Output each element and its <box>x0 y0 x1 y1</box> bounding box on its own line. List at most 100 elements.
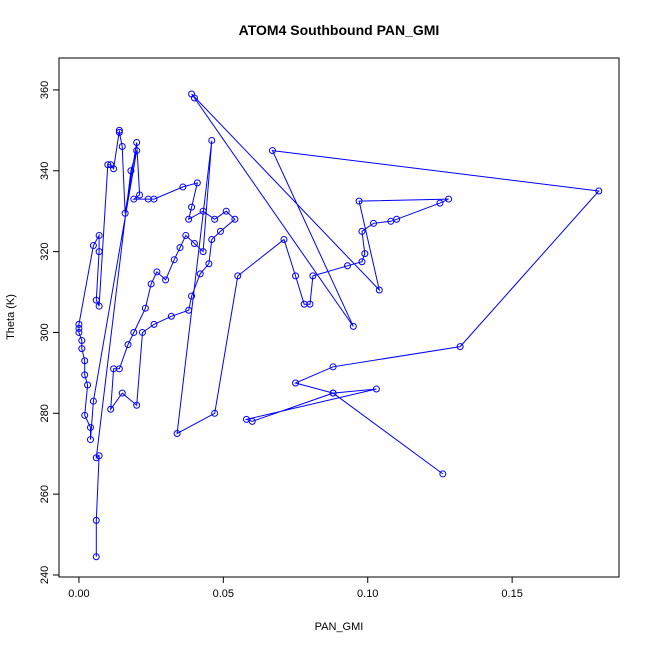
data-point <box>138 328 146 336</box>
data-point <box>153 268 161 276</box>
data-point <box>162 276 170 284</box>
data-point <box>199 248 207 256</box>
data-point <box>78 345 86 353</box>
data-point <box>329 363 337 371</box>
data-point <box>127 167 135 175</box>
x-tick-label: 0.05 <box>213 588 234 600</box>
data-point <box>361 250 369 258</box>
data-point <box>133 138 141 146</box>
data-point <box>309 272 317 280</box>
data-point <box>190 240 198 248</box>
data-point <box>344 262 352 270</box>
x-tick-label: 0.15 <box>501 588 522 600</box>
data-point <box>150 195 158 203</box>
data-point <box>456 343 464 351</box>
data-point <box>211 215 219 223</box>
data-point <box>150 320 158 328</box>
data-point <box>75 320 83 328</box>
y-tick-label: 300 <box>39 323 51 341</box>
data-point <box>190 94 198 102</box>
data-point <box>179 183 187 191</box>
data-point <box>92 516 100 524</box>
data-point <box>196 270 204 278</box>
x-tick-label: 0.00 <box>68 588 89 600</box>
y-tick-label: 320 <box>39 242 51 260</box>
data-point <box>292 272 300 280</box>
data-point <box>199 207 207 215</box>
y-tick-label: 340 <box>39 162 51 180</box>
data-point <box>124 341 132 349</box>
data-point <box>222 207 230 215</box>
data-point <box>130 195 138 203</box>
data-point <box>329 389 337 397</box>
data-point <box>280 235 288 243</box>
data-point <box>393 215 401 223</box>
data-point <box>81 357 89 365</box>
data-point <box>133 401 141 409</box>
data-point <box>104 161 112 169</box>
data-point <box>372 385 380 393</box>
x-axis-label: PAN_GMI <box>315 621 364 633</box>
data-point <box>147 280 155 288</box>
data-point <box>92 454 100 462</box>
data-point <box>95 231 103 239</box>
data-point <box>92 553 100 561</box>
data-point <box>121 209 129 217</box>
plot-frame <box>58 57 620 578</box>
data-point <box>216 227 224 235</box>
data-point <box>95 302 103 310</box>
data-point <box>107 405 115 413</box>
data-point <box>141 304 149 312</box>
data-point <box>81 411 89 419</box>
x-tick-label: 0.10 <box>357 588 378 600</box>
data-point <box>268 147 276 155</box>
data-point <box>81 371 89 379</box>
data-point <box>358 227 366 235</box>
data-point <box>86 423 94 431</box>
y-axis-label: Theta (K) <box>5 294 17 340</box>
data-point <box>92 296 100 304</box>
data-point <box>208 136 216 144</box>
data-point <box>95 248 103 256</box>
data-point <box>118 389 126 397</box>
data-point <box>170 256 178 264</box>
data-point <box>349 322 357 330</box>
data-point <box>234 272 242 280</box>
data-point <box>115 126 123 134</box>
data-point <box>188 292 196 300</box>
data-point <box>205 260 213 268</box>
data-point <box>185 215 193 223</box>
y-tick-label: 240 <box>39 566 51 584</box>
data-point <box>89 397 97 405</box>
data-point <box>355 197 363 205</box>
chart-title: ATOM4 Southbound PAN_GMI <box>239 22 440 38</box>
data-point <box>84 381 92 389</box>
data-point <box>185 306 193 314</box>
data-point <box>75 324 83 332</box>
data-point <box>118 143 126 151</box>
data-point <box>173 430 181 438</box>
data-point <box>78 337 86 345</box>
y-tick-label: 360 <box>39 81 51 99</box>
data-point <box>182 231 190 239</box>
data-point <box>115 365 123 373</box>
data-point <box>248 417 256 425</box>
data-point <box>133 147 141 155</box>
data-point <box>358 258 366 266</box>
data-point <box>86 436 94 444</box>
data-point <box>193 179 201 187</box>
data-point <box>436 199 444 207</box>
data-point <box>176 244 184 252</box>
data-point <box>167 312 175 320</box>
data-point <box>211 409 219 417</box>
y-tick-label: 260 <box>39 485 51 503</box>
data-point <box>75 328 83 336</box>
data-point <box>188 203 196 211</box>
data-point <box>595 187 603 195</box>
data-point <box>110 165 118 173</box>
data-point <box>130 328 138 336</box>
data-point <box>115 128 123 136</box>
data-point <box>292 379 300 387</box>
data-point <box>375 286 383 294</box>
